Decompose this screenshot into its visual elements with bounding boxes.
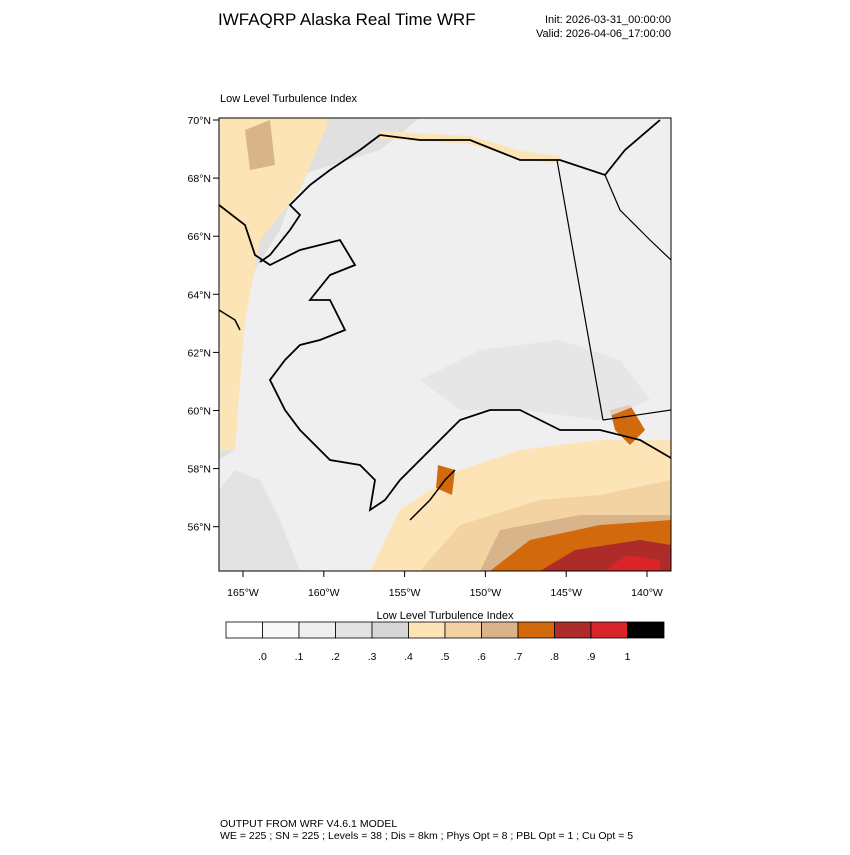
lat-label: 68°N — [188, 173, 211, 185]
colorbar-box — [590, 621, 628, 639]
map-field — [218, 117, 672, 572]
lat-label: 70°N — [188, 115, 211, 127]
lat-label: 56°N — [188, 522, 211, 534]
colorbar-box — [627, 621, 665, 639]
colorbar-label: .1 — [295, 651, 304, 663]
lon-label: 150°W — [470, 587, 502, 599]
lat-label: 64°N — [188, 289, 211, 301]
colorbar-label: .0 — [258, 651, 267, 663]
map-axis-labels: 70°N 68°N 66°N 64°N 62°N 60°N 58°N 56°N 165°W 160… — [188, 115, 663, 599]
map-label: Low Level Turbulence Index — [220, 93, 357, 105]
lon-label: 165°W — [227, 587, 259, 599]
colorbar-label: .9 — [587, 651, 596, 663]
lat-label: 66°N — [188, 231, 211, 243]
colorbar-label: 1 — [625, 651, 631, 663]
lon-label: 160°W — [308, 587, 340, 599]
colorbar-label: .8 — [550, 651, 559, 663]
colorbar-box — [335, 621, 373, 639]
colorbar-box — [262, 621, 300, 639]
init-time: Init: 2026-03-31_00:00:00 — [545, 14, 671, 26]
lon-label: 145°W — [550, 587, 582, 599]
lon-label: 140°W — [631, 587, 663, 599]
colorbar-label: .6 — [477, 651, 486, 663]
colorbar-box — [444, 621, 482, 639]
colorbar-label: .3 — [368, 651, 377, 663]
colorbar-box — [225, 621, 263, 639]
colorbar-box — [554, 621, 592, 639]
valid-time: Valid: 2026-04-06_17:00:00 — [536, 28, 671, 40]
lat-label: 60°N — [188, 406, 211, 418]
colorbar: .0 .1 .2 .3 .4 .5 .6 .7 .8 .9 1 — [225, 621, 665, 663]
colorbar-box — [298, 621, 336, 639]
colorbar-label: .5 — [441, 651, 450, 663]
colorbar-label: .7 — [514, 651, 523, 663]
colorbar-label: .2 — [331, 651, 340, 663]
colorbar-title: Low Level Turbulence Index — [377, 610, 514, 622]
lat-label: 58°N — [188, 464, 211, 476]
footer-line: WE = 225 ; SN = 225 ; Levels = 38 ; Dis … — [220, 830, 633, 842]
colorbar-label: .4 — [404, 651, 413, 663]
lon-label: 155°W — [389, 587, 421, 599]
colorbar-box — [371, 621, 409, 639]
colorbar-box — [481, 621, 519, 639]
footer-line: OUTPUT FROM WRF V4.6.1 MODEL — [220, 818, 397, 830]
colorbar-box — [408, 621, 446, 639]
title: IWFAQRP Alaska Real Time WRF — [218, 10, 476, 29]
colorbar-box — [517, 621, 555, 639]
lat-label: 62°N — [188, 347, 211, 359]
